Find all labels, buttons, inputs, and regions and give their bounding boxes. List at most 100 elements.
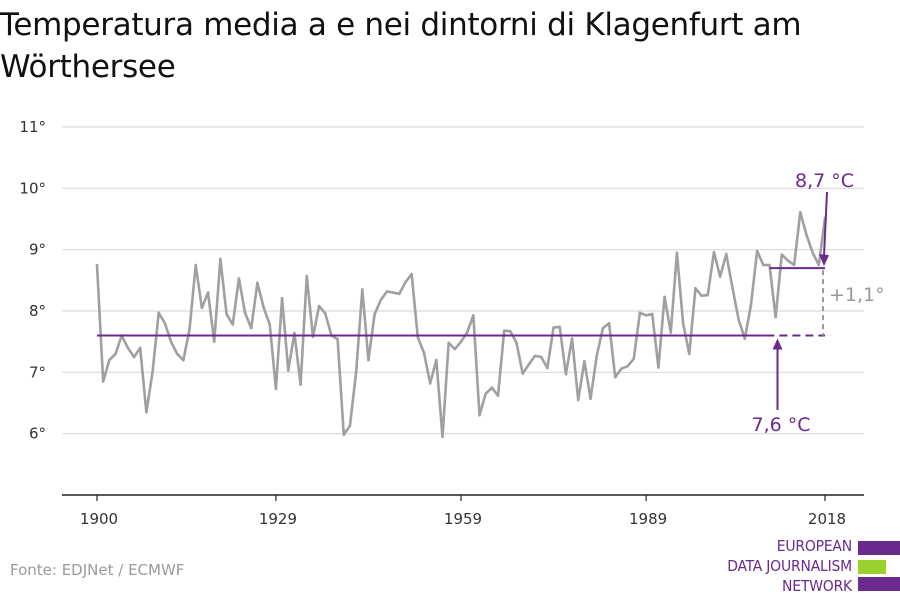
data-point (391, 291, 395, 294)
temperature-series-line (95, 210, 827, 439)
data-point (632, 357, 636, 361)
data-point (564, 372, 568, 376)
data-point (478, 413, 481, 417)
data-point (249, 326, 253, 330)
x-tick-label: 1900 (80, 510, 118, 528)
data-point (650, 312, 654, 316)
data-point (484, 392, 487, 396)
data-point (323, 312, 327, 315)
data-point (200, 306, 204, 310)
data-point (515, 341, 518, 345)
data-point (169, 340, 173, 343)
data-point (638, 311, 642, 315)
data-point (373, 312, 376, 316)
data-point (256, 281, 259, 285)
data-point (225, 312, 228, 316)
y-tick-label: 9° (29, 241, 46, 259)
data-point (817, 263, 821, 267)
data-point (379, 298, 383, 302)
baseline-arrowhead (772, 338, 783, 350)
gridlines (62, 126, 864, 435)
y-tick-label: 11° (19, 118, 46, 136)
data-point (539, 355, 543, 359)
recent-arrow (823, 191, 828, 257)
data-point (163, 321, 167, 325)
data-point (305, 274, 309, 278)
y-tick-label: 8° (29, 302, 46, 320)
data-point (805, 233, 808, 237)
x-tick-label: 1929 (259, 510, 297, 528)
data-point (755, 249, 759, 253)
data-point (422, 351, 426, 355)
data-point (509, 329, 512, 333)
data-point (114, 352, 117, 356)
data-point (145, 410, 148, 414)
data-point (398, 292, 401, 296)
delta-annotation-label: +1,1° (829, 284, 885, 306)
data-point (607, 321, 611, 325)
data-point (589, 397, 592, 401)
data-point (367, 358, 370, 362)
data-point (675, 251, 679, 255)
data-point (687, 352, 691, 356)
data-point (657, 366, 660, 369)
chart-title: Temperatura media a e nei dintorni di Kl… (0, 7, 802, 85)
data-point (521, 372, 524, 375)
data-point (219, 257, 222, 261)
data-point (360, 288, 364, 291)
data-point (472, 313, 475, 317)
data-point (274, 387, 278, 391)
data-point (694, 287, 697, 290)
data-point (175, 352, 179, 356)
data-point (601, 326, 605, 330)
x-tick-label: 2018 (808, 510, 846, 528)
data-point (620, 367, 623, 370)
data-point (669, 331, 673, 334)
data-point (724, 252, 728, 256)
data-point (663, 295, 666, 299)
data-point (786, 259, 790, 263)
y-tick-label: 10° (19, 179, 46, 197)
logo-line-2: DATA JOURNALISM (727, 557, 852, 575)
data-point (792, 263, 796, 267)
data-point (558, 325, 562, 329)
x-tick-label: 1989 (629, 510, 667, 528)
data-point (762, 263, 765, 267)
data-point (570, 337, 574, 340)
data-point (428, 382, 432, 385)
data-point (262, 306, 265, 309)
data-point (336, 337, 339, 341)
data-point (286, 369, 290, 372)
data-point (317, 304, 321, 308)
data-point (459, 340, 463, 343)
data-point (583, 359, 586, 363)
data-point (268, 323, 272, 326)
data-point (95, 263, 99, 267)
data-point (132, 355, 136, 359)
data-point (774, 315, 777, 319)
data-point (644, 313, 648, 317)
data-point (188, 328, 191, 331)
data-point (681, 321, 685, 325)
data-point (348, 424, 352, 427)
data-point (299, 383, 302, 386)
y-axis-tick-labels: 6° 7° 8° 9° 10° 11° (19, 118, 46, 443)
data-point (552, 326, 555, 329)
edjnet-logo: EUROPEAN DATA JOURNALISM NETWORK (700, 536, 900, 598)
data-point (231, 323, 235, 326)
data-point (465, 331, 469, 334)
data-point (626, 364, 629, 368)
data-point (743, 337, 747, 340)
data-point (237, 277, 241, 280)
logo-bar-green (858, 560, 886, 574)
data-point (293, 331, 296, 335)
data-point (576, 398, 580, 402)
data-point (441, 435, 444, 439)
data-point (453, 347, 457, 351)
data-point (404, 280, 407, 284)
data-point (780, 253, 784, 256)
y-tick-label: 7° (29, 363, 46, 381)
data-point (126, 346, 130, 350)
data-point (435, 358, 438, 362)
